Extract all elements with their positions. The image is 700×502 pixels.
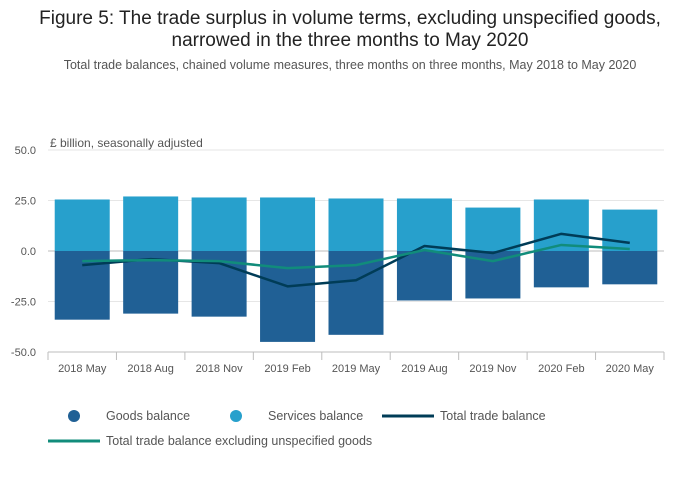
lines: [82, 232, 630, 288]
total-trade-balance-excluding-unspecified-goods-legend-label: Total trade balance excluding unspecifie…: [106, 434, 372, 448]
services-balance-bar: [465, 207, 521, 251]
goods-balance-bar: [533, 251, 589, 288]
x-tick-label: 2019 Nov: [469, 363, 517, 375]
y-axis-label: £ billion, seasonally adjusted: [50, 136, 203, 150]
services-balance-bar: [328, 198, 384, 251]
services-balance-legend-marker: [230, 410, 242, 422]
services-balance-bar: [123, 196, 179, 251]
axes: 50.0 25.0 0.0 -25.0 -50.0 2018 May 2018 Aug 201…: [11, 145, 665, 375]
services-balance-bar: [602, 209, 658, 251]
y-tick-label: 50.0: [15, 145, 36, 157]
services-balance-bar: [191, 197, 247, 251]
y-tick-label: -25.0: [11, 297, 36, 309]
x-tick-label: 2019 Aug: [401, 363, 448, 375]
total-trade-balance-legend-label: Total trade balance: [440, 409, 546, 423]
y-tick-label: -50.0: [11, 347, 36, 359]
x-tick-label: 2018 Nov: [196, 363, 244, 375]
goods-balance-legend-label: Goods balance: [106, 409, 190, 423]
services-balance-bar: [260, 197, 316, 251]
bars: [54, 196, 658, 342]
goods-balance-bar: [260, 251, 316, 342]
x-tick-label: 2019 May: [332, 363, 381, 375]
x-tick-label: 2020 Feb: [538, 363, 584, 375]
goods-balance-bar: [602, 251, 658, 285]
services-balance-legend-label: Services balance: [268, 409, 363, 423]
y-tick-label: 25.0: [15, 196, 36, 208]
chart-subtitle: Total trade balances, chained volume mea…: [63, 58, 637, 72]
goods-balance-legend-marker: [68, 410, 80, 422]
services-balance-bar: [396, 198, 452, 251]
x-tick-label: 2018 Aug: [127, 363, 174, 375]
legend: Goods balance Services balance Total trade…: [48, 409, 546, 448]
x-tick-label: 2018 May: [58, 363, 107, 375]
total-trade-balance-excluding-unspecified-goods-line: [82, 243, 630, 270]
x-tick-label: 2019 Feb: [264, 363, 310, 375]
x-tick-label: 2020 May: [606, 363, 655, 375]
chart-title: Figure 5: The trade surplus in volume te…: [39, 8, 661, 51]
services-balance-bar: [533, 199, 589, 251]
y-tick-label: 0.0: [21, 246, 36, 258]
services-balance-bar: [54, 199, 110, 251]
goods-balance-bar: [396, 251, 452, 301]
goods-balance-bar: [328, 251, 384, 335]
